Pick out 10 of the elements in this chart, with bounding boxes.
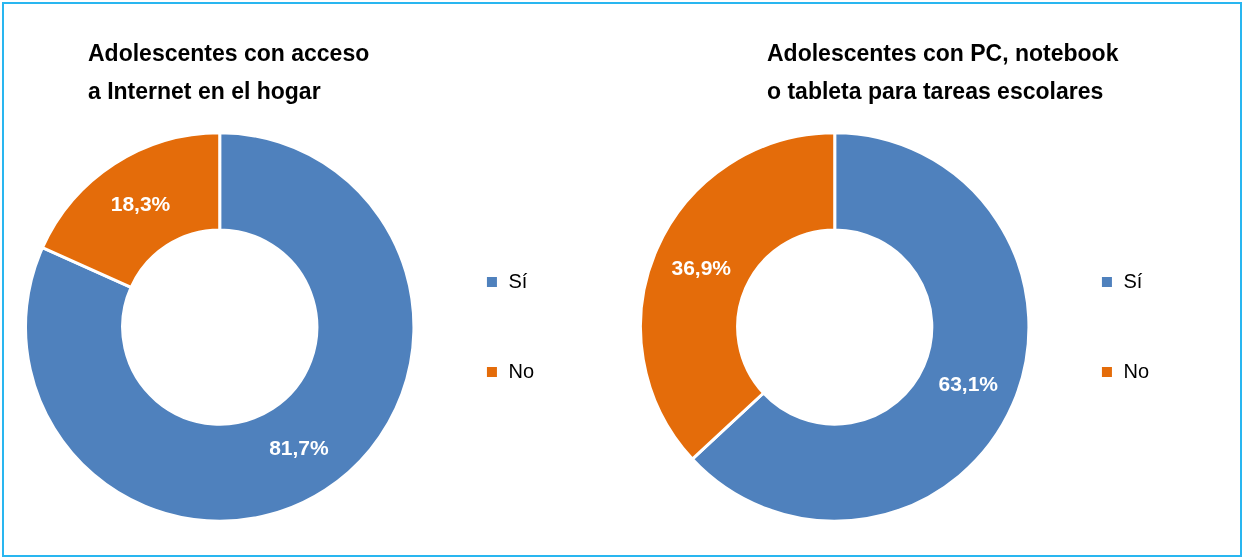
data-label: 36,9% [671,255,732,279]
legend-label: No [508,359,535,382]
data-label: 63,1% [938,372,999,396]
legend-label: Sí [508,269,528,292]
data-label: 18,3% [110,191,171,215]
data-label: 81,7% [269,436,330,460]
chart-title: Adolescentes con acceso a Internet en el hogar [88,39,370,106]
legend-label: Sí [1123,269,1143,292]
chart-title: Adolescentes con PC, notebook o tableta para tareas escolares [767,39,1119,106]
legend-label: No [1123,359,1150,382]
